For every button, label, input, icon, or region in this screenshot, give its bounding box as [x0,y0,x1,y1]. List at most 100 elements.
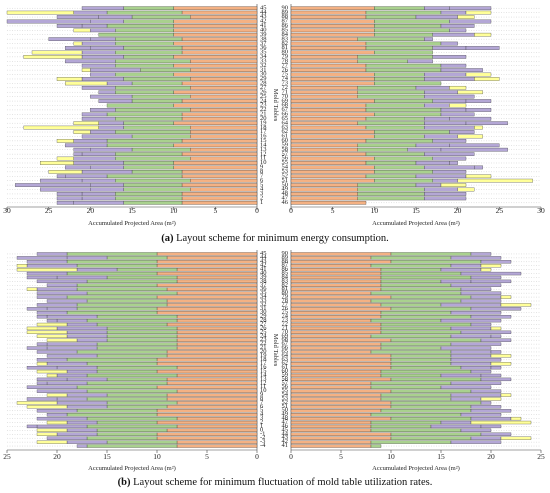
row-label: 65 [282,115,289,122]
bar-segment [106,377,168,382]
row-label: 76 [282,305,289,312]
bar-segment [26,271,68,276]
bar-segment [90,28,116,33]
bar-segment [374,24,442,28]
bar-segment [36,295,68,299]
bar-segment [290,81,375,86]
bar-segment [500,393,512,397]
row-label: 22 [260,340,267,347]
row-label: 81 [282,285,289,292]
bar-segment [86,362,158,366]
bar-segment [65,81,108,86]
row-label: 44 [260,254,267,261]
bar-segment [190,77,258,81]
bar-segment [115,152,183,156]
bar-segment [190,178,258,183]
bar-segment [390,389,472,393]
bar-segment [96,346,178,350]
bar-segment [115,72,174,77]
bar-segment [460,366,492,370]
bar-segment [457,178,533,183]
bar-segment [86,299,168,303]
bar-segment [106,326,178,331]
bar-segment [73,147,91,152]
row-label: 47 [282,195,289,202]
row-label: 56 [282,383,289,390]
bar-segment [76,385,158,389]
bar-segment [474,165,483,170]
row-label: 30 [260,71,267,78]
bar-segment [156,409,258,413]
x-tick-label: 5 [331,206,335,215]
bar-segment [374,72,425,77]
bar-segment [370,256,452,260]
bar-segment [190,156,258,161]
caption-a-label: (a) [161,233,174,244]
bar-segment [56,15,99,19]
bar-segment [290,152,367,156]
bar-segment [290,303,382,307]
x-tick-label: 30 [3,206,11,215]
bar-segment [106,174,183,179]
bar-segment [457,15,475,19]
bar-segment [190,15,258,19]
bar-segment [374,6,425,11]
bar-segment [106,440,178,444]
bar-segment [290,200,367,205]
row-label: 57 [282,379,289,386]
bar-segment [98,32,174,37]
row-label: 21 [260,344,267,351]
bar-segment [290,260,392,264]
bar-segment [190,130,258,134]
bar-segment [290,41,367,46]
row-label: 17 [260,360,267,367]
bar-segment [123,200,183,205]
bar-segment [31,50,83,55]
row-label: 89 [282,9,289,16]
row-label: 5 [260,181,263,188]
bar-segment [166,405,258,409]
row-label: 27 [260,84,267,91]
bar-segment [176,401,258,405]
bar-segment [73,161,124,165]
bar-segment [176,315,258,319]
bar-segment [380,283,452,287]
bar-segment [460,330,512,334]
bar-segment [46,307,78,311]
bar-segment [98,125,124,130]
bar-segment [173,143,258,148]
bar-segment [470,315,512,319]
bar-segment [290,116,367,121]
bar-segment [166,377,258,382]
bar-segment [16,268,78,272]
bar-segment [380,275,472,280]
bar-segment [290,346,382,350]
bar-segment [470,369,492,374]
bar-segment [56,196,83,201]
bar-segment [166,397,258,401]
bar-segment [166,354,258,358]
bar-segment [76,409,158,413]
bar-segment [106,405,168,409]
row-label: 54 [282,391,289,398]
bar-segment [432,32,475,37]
bar-segment [115,196,183,201]
row-label: 51 [282,403,289,410]
bar-segment [181,152,258,156]
bar-segment [432,55,467,59]
row-label: 65 [282,348,289,355]
bar-segment [290,19,375,24]
bar-segment [181,192,258,196]
bar-segment [173,32,258,37]
bar-segment [380,303,442,307]
bar-segment [115,116,183,121]
bar-segment [432,178,458,183]
bar-segment [290,397,382,401]
row-label: 9 [260,164,263,171]
bar-segment [290,183,358,187]
row-label: 47 [282,419,289,426]
row-label: 40 [260,270,267,277]
bar-segment [449,19,492,24]
bar-segment [65,165,91,170]
bar-segment [432,156,467,161]
